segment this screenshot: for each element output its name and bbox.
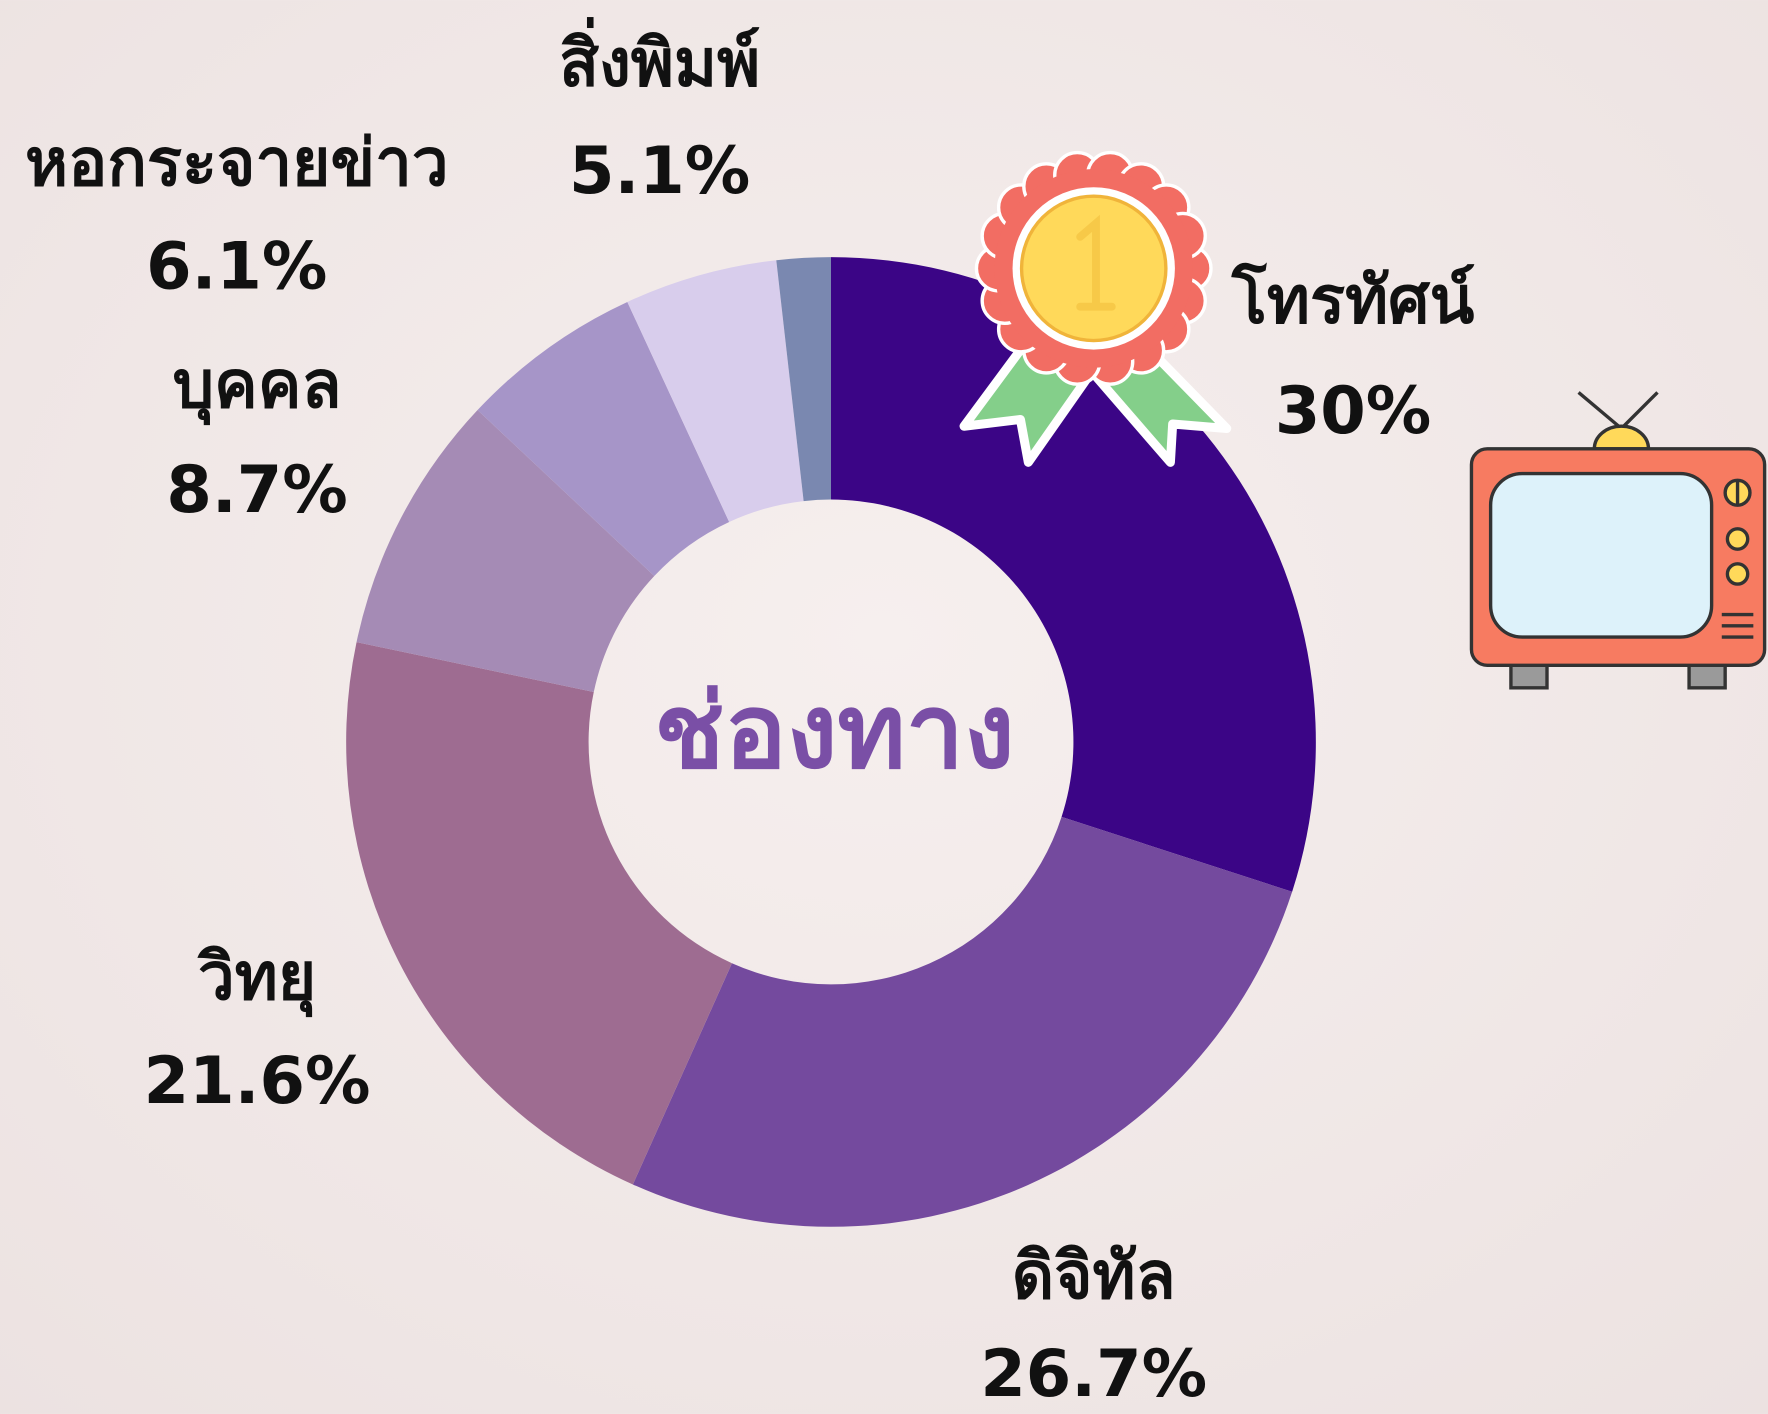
slice-value-label: 21.6% — [144, 1043, 371, 1119]
slice-value-label: 8.7% — [166, 452, 347, 528]
donut-slice — [356, 410, 655, 693]
slice-value-label: 30% — [1275, 373, 1431, 449]
slice-label: ดิจิทัล — [1012, 1238, 1176, 1314]
donut-slice — [632, 816, 1293, 1227]
slice-label: หอกระจายข่าว — [25, 125, 449, 201]
donut-slice — [831, 257, 1316, 892]
slice-label: โทรทัศน์ — [1231, 262, 1475, 339]
slice-value-label: 26.7% — [980, 1336, 1207, 1412]
medal-icon — [959, 150, 1232, 467]
tv-icon — [1469, 391, 1767, 690]
center-label: ช่องทาง — [654, 672, 1015, 792]
donut — [346, 257, 1316, 1227]
slice-label: บุคคล — [173, 347, 342, 426]
donut-slice — [776, 257, 832, 502]
donut-slice — [627, 260, 804, 522]
slice-value-label: 6.1% — [146, 229, 327, 305]
donut-slice — [477, 301, 730, 577]
slice-value-label: 5.1% — [569, 133, 750, 209]
donut-slice — [346, 642, 732, 1185]
slice-label: วิทยุ — [197, 939, 316, 1018]
slice-label: สิ่งพิมพ์ — [559, 17, 760, 102]
